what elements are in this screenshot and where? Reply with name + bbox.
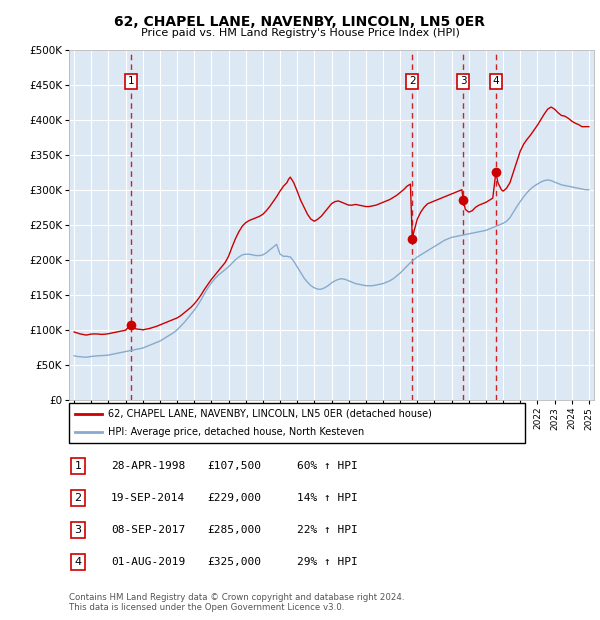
Text: 3: 3 [460,76,467,86]
Text: £325,000: £325,000 [207,557,261,567]
Text: 2: 2 [409,76,416,86]
Text: £285,000: £285,000 [207,525,261,535]
Text: 1: 1 [74,461,82,471]
Text: 2: 2 [74,493,82,503]
Text: Price paid vs. HM Land Registry's House Price Index (HPI): Price paid vs. HM Land Registry's House … [140,28,460,38]
Text: HPI: Average price, detached house, North Kesteven: HPI: Average price, detached house, Nort… [108,427,364,438]
Text: 60% ↑ HPI: 60% ↑ HPI [297,461,358,471]
Text: 08-SEP-2017: 08-SEP-2017 [111,525,185,535]
Text: 28-APR-1998: 28-APR-1998 [111,461,185,471]
Text: 14% ↑ HPI: 14% ↑ HPI [297,493,358,503]
Text: 19-SEP-2014: 19-SEP-2014 [111,493,185,503]
Text: 4: 4 [74,557,82,567]
Text: £229,000: £229,000 [207,493,261,503]
Text: 1: 1 [127,76,134,86]
Text: 29% ↑ HPI: 29% ↑ HPI [297,557,358,567]
Text: 4: 4 [493,76,499,86]
Text: £107,500: £107,500 [207,461,261,471]
Text: 62, CHAPEL LANE, NAVENBY, LINCOLN, LN5 0ER (detached house): 62, CHAPEL LANE, NAVENBY, LINCOLN, LN5 0… [108,409,432,419]
Text: 62, CHAPEL LANE, NAVENBY, LINCOLN, LN5 0ER: 62, CHAPEL LANE, NAVENBY, LINCOLN, LN5 0… [115,16,485,30]
Text: 01-AUG-2019: 01-AUG-2019 [111,557,185,567]
Text: 22% ↑ HPI: 22% ↑ HPI [297,525,358,535]
Text: 3: 3 [74,525,82,535]
Text: Contains HM Land Registry data © Crown copyright and database right 2024.
This d: Contains HM Land Registry data © Crown c… [69,593,404,612]
